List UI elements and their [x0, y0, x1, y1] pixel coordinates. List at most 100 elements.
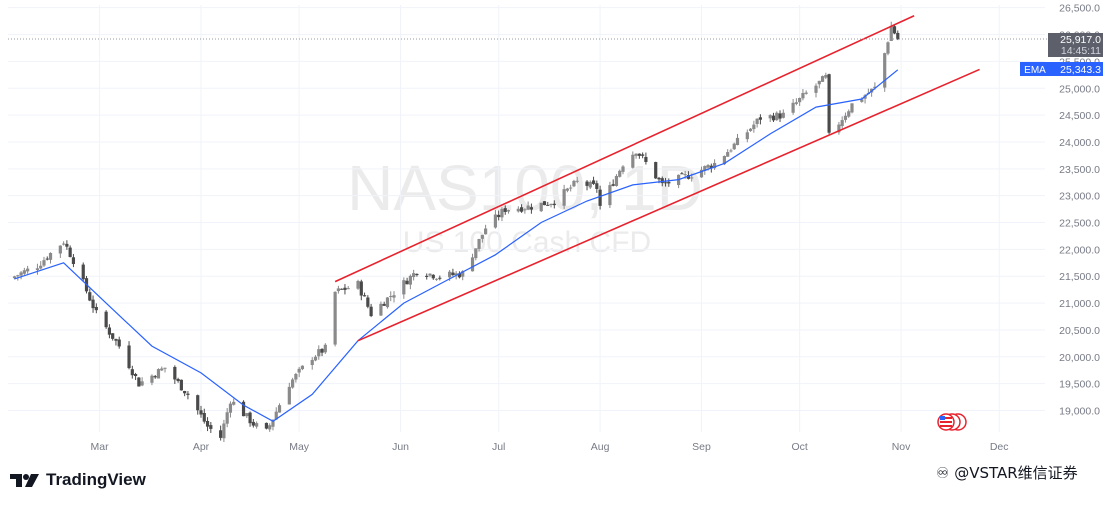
candle-body: [542, 201, 547, 206]
candle-body: [366, 297, 370, 307]
candle-body: [107, 327, 112, 335]
candle-body: [241, 401, 246, 417]
candle-body: [91, 299, 95, 309]
candle-body: [81, 264, 85, 280]
candle-body: [883, 53, 887, 88]
candle-body: [892, 26, 897, 34]
candle-body: [775, 112, 779, 121]
candle-body: [611, 184, 615, 186]
candlestick-series: [12, 21, 900, 443]
y-tick-label: 20,000.0: [1059, 352, 1100, 364]
candle-body: [362, 295, 367, 297]
ema-badge-label: EMA: [1024, 65, 1046, 76]
candle-body: [111, 333, 115, 339]
candle-body: [801, 93, 805, 99]
candle-body: [42, 260, 46, 266]
candle-body: [71, 257, 76, 265]
candle-body: [572, 180, 576, 187]
candle-body: [333, 291, 337, 345]
candle-body: [654, 162, 658, 179]
y-tick-label: 23,500.0: [1059, 164, 1100, 176]
candle-body: [150, 375, 154, 383]
candle-body: [209, 425, 213, 429]
candle-body: [706, 165, 710, 168]
candle-body: [156, 369, 161, 379]
candle-body: [127, 345, 131, 369]
candle-body: [104, 311, 108, 328]
channel-line-upper[interactable]: [334, 15, 915, 283]
candle-body: [438, 277, 442, 279]
candle-body: [680, 173, 684, 175]
candle-body: [539, 202, 543, 212]
candle-body: [732, 143, 736, 150]
candle-body: [827, 74, 831, 133]
candle-body: [140, 381, 144, 386]
candle-body: [618, 170, 622, 177]
candle-body: [637, 153, 641, 156]
candle-body: [268, 425, 272, 430]
price-axis[interactable]: 19,000.0 19,500.0 20,000.0 20,500.0 21,000.0…: [1059, 3, 1100, 418]
y-tick-label: 21,000.0: [1059, 298, 1100, 310]
events-marker[interactable]: [937, 413, 967, 431]
candle-body: [703, 166, 707, 171]
candle-body: [320, 348, 324, 353]
candle-body: [88, 292, 92, 301]
candle-body: [346, 288, 350, 290]
candle-body: [755, 118, 759, 124]
candle-body: [340, 288, 344, 290]
candle-body: [480, 234, 484, 239]
candle-body: [163, 367, 167, 369]
ema-line: [14, 69, 899, 423]
candle-body: [196, 395, 200, 411]
channel-line-lower[interactable]: [357, 68, 980, 342]
candle-body: [523, 209, 527, 211]
candle-body: [39, 265, 43, 269]
candle-body: [896, 32, 900, 40]
candle-body: [608, 185, 612, 206]
candle-body: [595, 183, 599, 189]
candle-body: [58, 245, 62, 254]
candle-body: [183, 390, 187, 394]
candle-body: [712, 162, 717, 169]
candle-body: [516, 208, 520, 212]
candle-body: [176, 379, 180, 382]
candle-body: [251, 421, 255, 426]
candle-body: [385, 297, 390, 308]
candle-body: [598, 189, 602, 206]
x-tick-label: Oct: [791, 441, 807, 453]
candle-body: [500, 209, 504, 218]
candle-body: [768, 115, 772, 119]
candle-body: [457, 273, 462, 278]
candle-body: [873, 86, 877, 89]
candle-body: [745, 132, 749, 140]
candle-body: [644, 156, 648, 162]
x-tick-label: May: [289, 441, 310, 453]
candle-body: [497, 214, 501, 218]
candle-body: [752, 124, 756, 130]
price-badge: 25,917.0 14:45:11: [1048, 33, 1103, 57]
time-axis[interactable]: Mar Apr May Jun Jul Aug Sep Oct Nov Dec: [91, 441, 1009, 453]
candle-body: [402, 280, 406, 295]
candle-body: [313, 356, 318, 361]
candle-body: [117, 339, 121, 347]
candle-body: [824, 75, 828, 78]
candle-body: [271, 419, 275, 427]
ema-badge: EMA 25,343.3: [1020, 62, 1103, 76]
x-tick-label: Dec: [990, 441, 1009, 453]
candle-body: [48, 253, 53, 260]
candle-body: [153, 376, 157, 378]
candle-body: [408, 275, 412, 285]
candle-body: [264, 422, 269, 429]
candle-body: [199, 410, 203, 415]
candle-body: [434, 278, 439, 280]
trend-channel[interactable]: [334, 15, 980, 342]
candle-body: [356, 280, 360, 289]
tradingview-logo[interactable]: TradingView: [10, 470, 146, 490]
candle-body: [794, 102, 798, 104]
candle-body: [837, 124, 841, 133]
candle-body: [798, 98, 802, 103]
candle-body: [448, 271, 452, 278]
candle-body: [729, 150, 733, 152]
candle-body: [392, 295, 396, 298]
